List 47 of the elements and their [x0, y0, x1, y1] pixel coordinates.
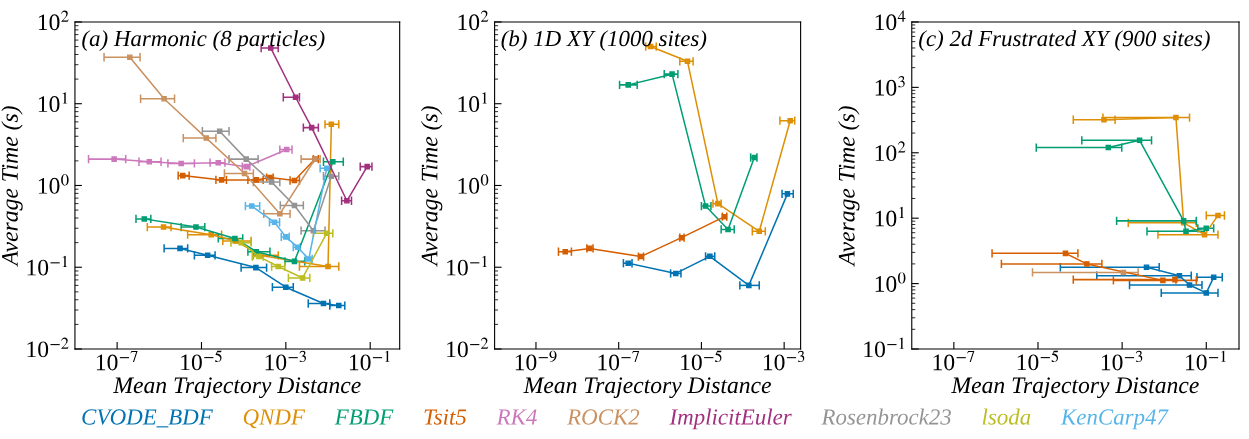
x-tick-label: 10$^{−9}$ [515, 350, 557, 371]
x-tick-label: 10$^{−7}$ [96, 350, 138, 371]
y-tick-label: 10$^{2}$ [38, 10, 69, 31]
x-tick-label: 10$^{−1}$ [349, 350, 390, 371]
x-axis-title: Mean Trajectory Distance [113, 377, 361, 399]
chart-title: (a) Harmonic (8 particles) [82, 30, 325, 51]
text: ImplicitEuler [669, 408, 792, 430]
y-tick-label: 10$^{1}$ [38, 92, 68, 113]
y-tick-label: 10$^{−1}$ [27, 255, 68, 276]
text: CVODE_BDF [82, 409, 213, 428]
x-tick-label: 10$^{−5}$ [681, 350, 722, 371]
x-tick-label: 10$^{−3}$ [265, 350, 306, 371]
text: KenCarp47 [1060, 409, 1169, 430]
y-tick-label: 10$^{0}$ [38, 174, 69, 194]
text: Tsit5 [424, 409, 467, 425]
y-tick-label: 10$^{−2}$ [447, 337, 489, 358]
x-tick-label: 10$^{−1}$ [1186, 350, 1226, 371]
y-tick-label: 10$^{−1}$ [864, 337, 905, 358]
x-tick-label: 10$^{−3}$ [1101, 350, 1143, 371]
x-tick-label: 10$^{−5}$ [1017, 350, 1059, 371]
y-tick-label: 10$^{3}$ [875, 75, 905, 96]
chart-title: (c) 2d Frustrated XY (900 sites) [919, 30, 1210, 51]
y-tick-label: 10$^{0}$ [458, 174, 489, 194]
y-tick-label: 10$^{2}$ [875, 141, 906, 162]
text: lsoda [982, 408, 1031, 425]
text: ROCK2 [567, 409, 640, 425]
x-axis-title: Mean Trajectory Distance [951, 377, 1199, 399]
y-axis-title: Average Time (s) [1, 106, 23, 267]
text: Rosenbrock23 [821, 408, 951, 425]
x-tick-label: 10$^{−5}$ [181, 350, 222, 371]
chart-title: (b) 1D XY (1000 sites) [501, 30, 707, 51]
text: QNDF [243, 409, 306, 429]
text: RK4 [496, 409, 537, 425]
text: FBDF [334, 409, 394, 425]
y-axis-title: Average Time (s) [838, 106, 860, 267]
y-tick-label: 10$^{−1}$ [447, 255, 487, 276]
y-tick-label: 10$^{1}$ [875, 206, 905, 227]
x-tick-label: 10$^{−7}$ [598, 350, 640, 371]
y-tick-label: 10$^{0}$ [875, 272, 906, 292]
y-tick-label: 10$^{2}$ [458, 10, 489, 31]
x-tick-label: 10$^{−7}$ [933, 350, 975, 371]
y-tick-label: 10$^{4}$ [875, 10, 906, 31]
x-axis-title: Mean Trajectory Distance [523, 377, 772, 399]
x-tick-label: 10$^{−3}$ [763, 350, 805, 371]
y-tick-label: 10$^{−2}$ [27, 337, 69, 358]
y-axis-title: Average Time (s) [420, 106, 443, 267]
y-tick-label: 10$^{1}$ [458, 92, 487, 113]
